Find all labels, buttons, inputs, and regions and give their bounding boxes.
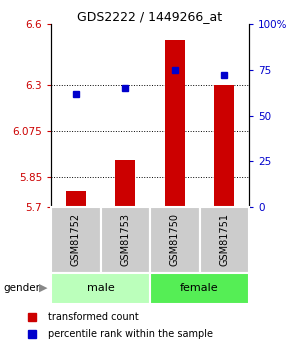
Bar: [100, 207, 150, 273]
Bar: [116, 160, 135, 207]
Bar: [150, 207, 200, 273]
Bar: [66, 191, 86, 207]
Text: GSM81751: GSM81751: [219, 213, 229, 266]
Bar: [51, 273, 150, 304]
Text: ▶: ▶: [39, 283, 48, 293]
Text: transformed count: transformed count: [48, 312, 139, 322]
Bar: [200, 207, 249, 273]
Text: female: female: [180, 283, 219, 293]
Text: percentile rank within the sample: percentile rank within the sample: [48, 329, 213, 339]
Bar: [150, 273, 249, 304]
Text: GSM81752: GSM81752: [71, 213, 81, 266]
Bar: [165, 40, 185, 207]
Title: GDS2222 / 1449266_at: GDS2222 / 1449266_at: [77, 10, 223, 23]
Text: GSM81753: GSM81753: [120, 213, 130, 266]
Text: gender: gender: [3, 283, 40, 293]
Text: male: male: [87, 283, 114, 293]
Text: GSM81750: GSM81750: [170, 213, 180, 266]
Bar: [214, 85, 234, 207]
Bar: [51, 207, 100, 273]
